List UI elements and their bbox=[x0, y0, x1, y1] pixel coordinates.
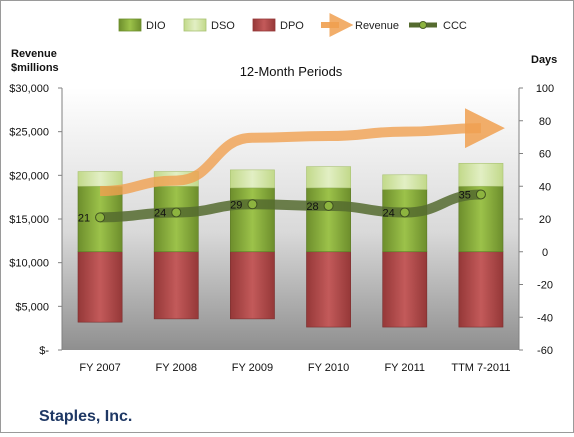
bar-dso bbox=[458, 163, 504, 187]
right-tick-label: 40 bbox=[539, 181, 551, 193]
right-tick-label: -40 bbox=[537, 312, 553, 324]
legend-swatch-dpo bbox=[252, 18, 276, 32]
ccc-data-label: 24 bbox=[383, 207, 395, 219]
ccc-point bbox=[171, 207, 182, 218]
left-axis-title-line1: Revenue bbox=[11, 48, 57, 60]
right-tick-label: 80 bbox=[539, 116, 551, 128]
left-tick-label: $10,000 bbox=[9, 258, 49, 270]
ccc-point bbox=[475, 189, 486, 200]
legend-label-dpo: DPO bbox=[280, 20, 304, 32]
line-layer: 21 24 29 28 24 35 bbox=[78, 108, 505, 224]
right-tick-label: 60 bbox=[539, 149, 551, 161]
bar-dso bbox=[382, 174, 428, 190]
bar-dpo bbox=[306, 251, 351, 328]
bar-dso bbox=[306, 166, 351, 189]
bar-dio bbox=[230, 187, 275, 253]
x-tick-label: FY 2007 bbox=[79, 362, 120, 374]
left-tick-label: $30,000 bbox=[9, 83, 49, 95]
right-tick-label: 0 bbox=[542, 247, 548, 259]
ccc-data-label: 24 bbox=[154, 207, 166, 219]
bar-dso bbox=[77, 171, 123, 187]
legend-marker-ccc bbox=[419, 21, 427, 29]
bar-dpo bbox=[153, 251, 199, 320]
legend-swatch-dso bbox=[183, 18, 207, 32]
legend-label-ccc: CCC bbox=[443, 20, 467, 32]
ccc-data-label: 29 bbox=[230, 199, 242, 211]
chart-title: 12-Month Periods bbox=[240, 64, 343, 79]
company-name: Staples, Inc. bbox=[39, 408, 132, 425]
left-tick-label: $25,000 bbox=[9, 127, 49, 139]
tick-layer: $- $5,000 $10,000 $15,000 $20,000 $25,000 $30,… bbox=[9, 83, 554, 374]
right-tick-label: -60 bbox=[537, 345, 553, 357]
left-tick-label: $20,000 bbox=[9, 170, 49, 182]
right-tick-label: -20 bbox=[537, 280, 553, 292]
bar-dpo bbox=[230, 251, 275, 320]
ccc-data-label: 35 bbox=[459, 189, 471, 201]
bar-dpo bbox=[382, 251, 428, 328]
legend-label-dio: DIO bbox=[146, 20, 166, 32]
x-tick-label: FY 2008 bbox=[156, 362, 197, 374]
bar-dso bbox=[230, 169, 275, 189]
ccc-point bbox=[95, 212, 106, 223]
bar-dio bbox=[153, 185, 199, 253]
x-tick-label: FY 2009 bbox=[232, 362, 273, 374]
right-axis-title: Days bbox=[531, 54, 557, 66]
ccc-data-label: 28 bbox=[306, 201, 318, 213]
ccc-data-label: 21 bbox=[78, 212, 90, 224]
legend-label-dso: DSO bbox=[211, 20, 235, 32]
left-tick-label: $15,000 bbox=[9, 214, 49, 226]
left-axis-title-line2: $millions bbox=[11, 62, 59, 74]
x-tick-label: FY 2010 bbox=[308, 362, 349, 374]
bar-dpo bbox=[77, 251, 123, 323]
legend-label-revenue: Revenue bbox=[355, 20, 399, 32]
ccc-point bbox=[247, 199, 258, 210]
right-tick-label: 20 bbox=[539, 214, 551, 226]
legend-swatch-dio bbox=[118, 18, 142, 32]
bar-dpo bbox=[458, 251, 504, 328]
ccc-point bbox=[323, 200, 334, 211]
x-tick-label: TTM 7-2011 bbox=[451, 362, 510, 374]
bar-dio bbox=[382, 189, 428, 253]
left-tick-label: $5,000 bbox=[15, 301, 49, 313]
ccc-point bbox=[399, 207, 410, 218]
right-tick-label: 100 bbox=[536, 83, 554, 95]
bar-dio bbox=[306, 187, 351, 253]
legend: DIO DSO DPO Revenue CCC bbox=[118, 13, 467, 37]
x-tick-label: FY 2011 bbox=[384, 362, 425, 374]
revenue-line bbox=[100, 108, 505, 197]
left-tick-label: $- bbox=[39, 345, 49, 357]
ccc-line bbox=[100, 189, 482, 223]
